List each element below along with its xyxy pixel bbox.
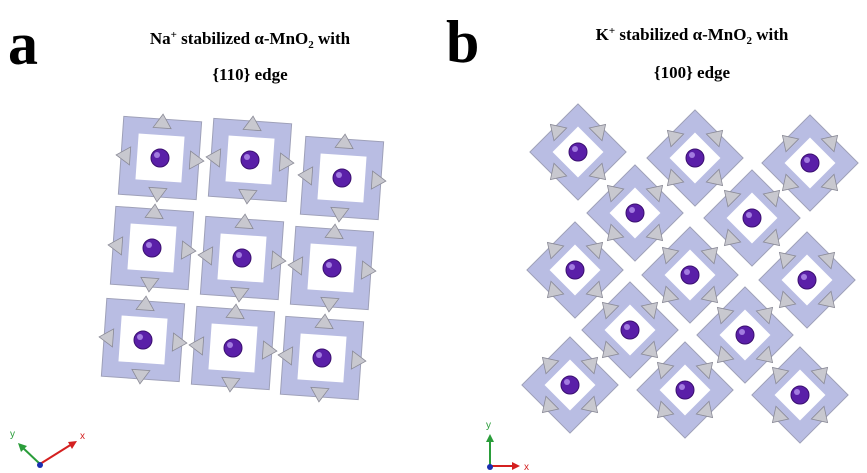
cation-highlight bbox=[236, 252, 242, 258]
cation-highlight bbox=[689, 152, 695, 158]
cation-highlight bbox=[624, 324, 630, 330]
cation-highlight bbox=[564, 379, 570, 385]
cation bbox=[686, 149, 704, 167]
panel-title-line2: {100} edge bbox=[654, 63, 731, 82]
structure-b bbox=[522, 104, 858, 443]
cation-highlight bbox=[794, 389, 800, 395]
cation bbox=[743, 209, 761, 227]
structure-a bbox=[98, 113, 386, 402]
cation-highlight bbox=[569, 264, 575, 270]
cation bbox=[241, 151, 259, 169]
cation-highlight bbox=[629, 207, 635, 213]
cation bbox=[736, 326, 754, 344]
cation-highlight bbox=[244, 154, 250, 160]
cation bbox=[561, 376, 579, 394]
axis-label: y bbox=[486, 420, 491, 431]
cation-highlight bbox=[746, 212, 752, 218]
axis-triad: y x bbox=[486, 420, 529, 473]
cation bbox=[313, 349, 331, 367]
cation bbox=[801, 154, 819, 172]
panel-label: b bbox=[446, 9, 479, 75]
cation bbox=[333, 169, 351, 187]
cation-highlight bbox=[572, 146, 578, 152]
cation-highlight bbox=[316, 352, 322, 358]
cation bbox=[676, 381, 694, 399]
cation-highlight bbox=[154, 152, 160, 158]
cation bbox=[798, 271, 816, 289]
cation bbox=[681, 266, 699, 284]
axis-label: x bbox=[80, 431, 85, 442]
cation bbox=[151, 149, 169, 167]
cation bbox=[224, 339, 242, 357]
panel-title: K+ stabilized α-MnO2 with bbox=[596, 25, 789, 47]
cation bbox=[621, 321, 639, 339]
cation-highlight bbox=[739, 329, 745, 335]
cation-highlight bbox=[336, 172, 342, 178]
cation bbox=[566, 261, 584, 279]
cation bbox=[626, 204, 644, 222]
panel-label: a bbox=[8, 11, 38, 77]
cation-highlight bbox=[326, 262, 332, 268]
axis-label: y bbox=[10, 429, 15, 440]
cation bbox=[791, 386, 809, 404]
figure: a b Na+ stabilized α-MnO2 with {110} edg… bbox=[0, 0, 867, 473]
cation-highlight bbox=[684, 269, 690, 275]
cation bbox=[134, 331, 152, 349]
cation-highlight bbox=[137, 334, 143, 340]
cation bbox=[569, 143, 587, 161]
panel-title-line2: {110} edge bbox=[212, 65, 288, 84]
cation-highlight bbox=[146, 242, 152, 248]
cation bbox=[233, 249, 251, 267]
axis-label: x bbox=[524, 462, 529, 473]
cation-highlight bbox=[801, 274, 807, 280]
cation-highlight bbox=[804, 157, 810, 163]
cation-highlight bbox=[227, 342, 233, 348]
panel-title: Na+ stabilized α-MnO2 with bbox=[150, 29, 351, 51]
axis-triad: y x bbox=[10, 429, 85, 468]
cation bbox=[323, 259, 341, 277]
cation-highlight bbox=[679, 384, 685, 390]
cation bbox=[143, 239, 161, 257]
